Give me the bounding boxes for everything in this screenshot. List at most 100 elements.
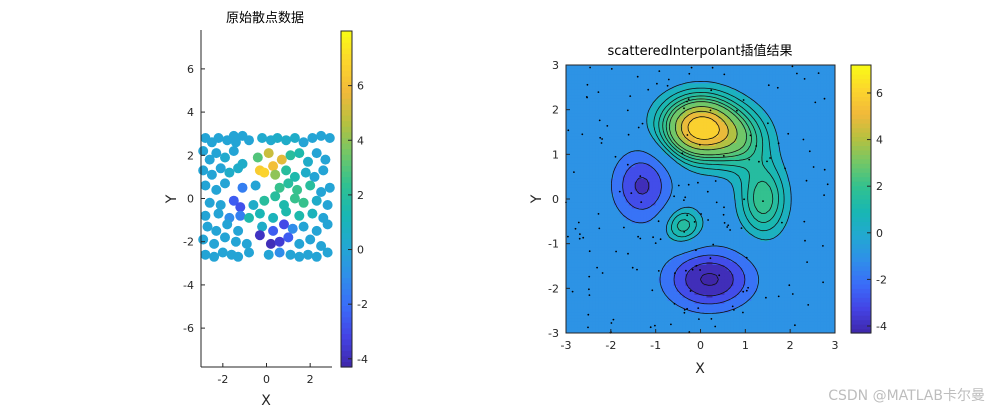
field-cell bbox=[583, 204, 588, 209]
field-cell bbox=[568, 196, 573, 200]
field-cell bbox=[574, 163, 579, 167]
field-cell bbox=[631, 234, 636, 239]
field-cell bbox=[628, 309, 633, 313]
field-cell bbox=[586, 106, 591, 111]
field-cell bbox=[700, 276, 704, 280]
field-cell bbox=[679, 70, 684, 75]
field-cell bbox=[577, 196, 582, 200]
field-cell bbox=[616, 70, 621, 75]
field-cell bbox=[688, 133, 693, 137]
field-cell bbox=[634, 196, 639, 200]
field-cell bbox=[604, 222, 609, 227]
field-cell bbox=[619, 249, 624, 254]
field-cell bbox=[628, 133, 633, 137]
field-cell bbox=[586, 76, 591, 81]
field-cell bbox=[616, 330, 621, 334]
field-cell bbox=[610, 172, 615, 176]
field-cell bbox=[679, 142, 684, 146]
field-cell bbox=[577, 151, 582, 155]
field-cell bbox=[610, 154, 615, 158]
field-cell bbox=[655, 193, 660, 197]
field-cell bbox=[715, 294, 719, 298]
field-cell bbox=[592, 193, 597, 197]
field-cell bbox=[667, 175, 672, 179]
field-cell bbox=[583, 175, 588, 179]
field-cell bbox=[703, 85, 707, 90]
field-cell bbox=[619, 127, 624, 132]
field-cell bbox=[661, 279, 666, 283]
field-cell bbox=[634, 163, 639, 167]
scatter-point bbox=[289, 193, 300, 204]
field-cell bbox=[724, 330, 728, 334]
field-cell bbox=[658, 70, 663, 75]
field-cell bbox=[655, 166, 660, 170]
field-cell bbox=[631, 243, 636, 248]
field-cell bbox=[703, 103, 707, 108]
field-cell bbox=[628, 118, 633, 123]
field-cell bbox=[712, 240, 716, 245]
field-cell bbox=[703, 139, 707, 143]
field-cell bbox=[646, 100, 651, 105]
field-cell bbox=[721, 65, 725, 69]
field-cell bbox=[679, 196, 684, 200]
field-cell bbox=[619, 65, 624, 69]
field-cell bbox=[610, 88, 615, 93]
field-cell bbox=[649, 261, 654, 266]
field-cell bbox=[685, 219, 690, 224]
field-cell bbox=[580, 237, 585, 242]
field-cell bbox=[571, 225, 576, 230]
field-cell bbox=[566, 276, 570, 280]
field-cell bbox=[592, 172, 597, 176]
field-cell bbox=[625, 306, 630, 310]
field-cell bbox=[634, 243, 639, 248]
field-cell bbox=[619, 148, 624, 152]
field-cell bbox=[691, 88, 696, 93]
field-cell bbox=[688, 88, 693, 93]
field-cell bbox=[667, 133, 672, 137]
field-cell bbox=[610, 267, 615, 271]
field-cell bbox=[583, 228, 588, 233]
field-cell bbox=[685, 294, 690, 298]
field-cell bbox=[595, 240, 600, 245]
field-cell bbox=[685, 240, 690, 245]
field-cell bbox=[616, 213, 621, 218]
scatter-point bbox=[294, 210, 305, 221]
field-cell bbox=[691, 157, 696, 161]
field-cell bbox=[670, 201, 675, 206]
field-cell bbox=[589, 276, 594, 280]
field-cell bbox=[625, 297, 630, 301]
field-cell bbox=[715, 82, 719, 87]
field-cell bbox=[679, 213, 684, 218]
field-cell bbox=[655, 157, 660, 161]
field-cell bbox=[655, 324, 660, 328]
field-cell bbox=[646, 130, 651, 134]
field-cell bbox=[646, 255, 651, 260]
field-cell bbox=[652, 181, 657, 185]
field-cell bbox=[670, 190, 675, 194]
field-cell bbox=[586, 267, 591, 271]
field-cell bbox=[634, 169, 639, 173]
field-cell bbox=[592, 258, 597, 263]
field-cell bbox=[706, 234, 710, 239]
field-cell bbox=[688, 219, 693, 224]
field-cell bbox=[628, 249, 633, 254]
field-cell bbox=[712, 124, 716, 129]
field-cell bbox=[598, 121, 603, 126]
field-cell bbox=[685, 157, 690, 161]
field-cell bbox=[592, 318, 597, 322]
field-cell bbox=[694, 240, 699, 245]
field-cell bbox=[595, 324, 600, 328]
field-cell bbox=[628, 201, 633, 206]
field-cell bbox=[568, 207, 573, 212]
field-cell bbox=[673, 228, 678, 233]
field-cell bbox=[706, 276, 710, 280]
field-cell bbox=[649, 285, 654, 289]
field-cell bbox=[688, 267, 693, 271]
field-cell bbox=[649, 204, 654, 209]
field-cell bbox=[685, 300, 690, 304]
field-cell bbox=[652, 210, 657, 215]
field-cell bbox=[679, 306, 684, 310]
field-cell bbox=[619, 145, 624, 149]
field-cell bbox=[640, 109, 645, 114]
scatter-point bbox=[198, 234, 209, 245]
